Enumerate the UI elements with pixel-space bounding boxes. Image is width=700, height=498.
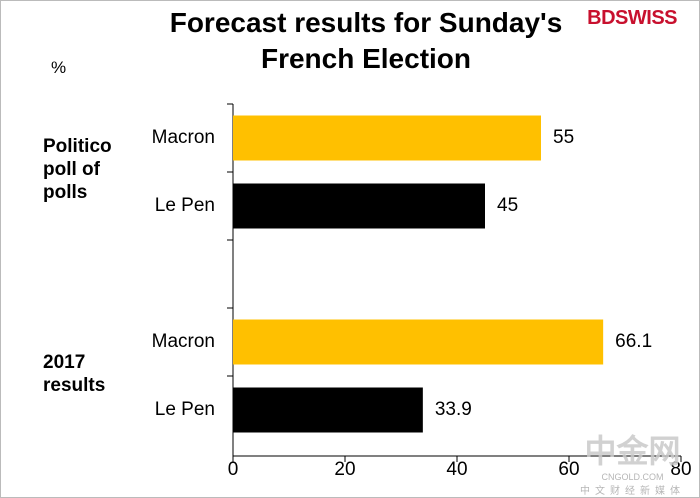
watermark-url: CNGOLD.COM	[601, 472, 664, 482]
x-tick-label: 20	[334, 459, 355, 480]
group-label: Politico poll of polls	[43, 136, 112, 203]
y-tick-label: Macron	[152, 331, 215, 352]
chart-title: Forecast results for Sunday's French Ele…	[169, 7, 563, 74]
watermark-tagline: 中文财经新媒体	[580, 486, 685, 497]
bar	[233, 115, 541, 161]
y-tick-label: Macron	[152, 127, 215, 148]
value-label: 55	[553, 127, 574, 148]
bar	[233, 183, 485, 229]
watermark: 中金网 CNGOLD.COM 中文财经新媒体	[580, 426, 685, 497]
watermark-name: 中金网	[584, 433, 681, 469]
unit-label: %	[51, 58, 67, 77]
value-label: 66.1	[615, 331, 652, 352]
brand: BDSWISS	[587, 7, 677, 29]
x-tick-label: 80	[670, 459, 691, 480]
bar	[233, 387, 423, 433]
bar	[233, 319, 604, 365]
x-tick-label: 60	[558, 459, 579, 480]
y-tick-label: Le Pen	[155, 195, 215, 216]
group-label: 2017 results	[43, 352, 106, 396]
x-tick-label: 0	[228, 459, 239, 480]
y-tick-label: Le Pen	[155, 399, 215, 420]
x-tick-label: 40	[446, 459, 467, 480]
value-label: 33.9	[435, 399, 472, 420]
value-label: 45	[497, 195, 518, 216]
